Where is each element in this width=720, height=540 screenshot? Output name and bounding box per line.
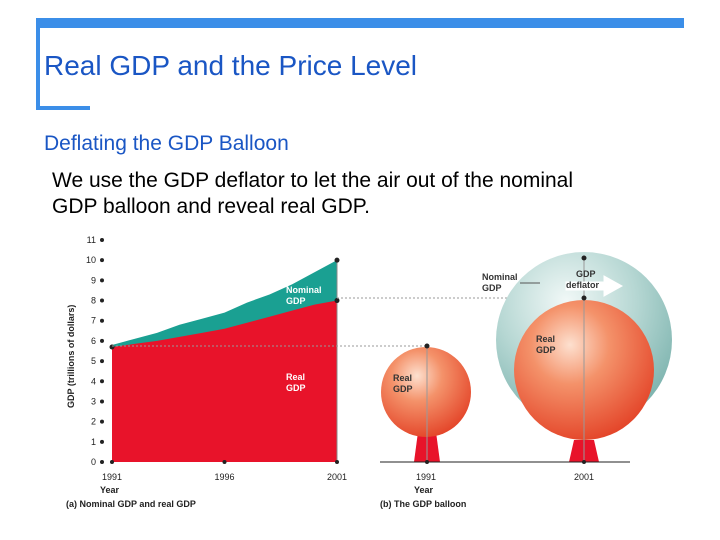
y-tick-dot-2 (100, 419, 104, 424)
x-tick-dot-a-2001 (335, 460, 339, 464)
slide-title: Real GDP and the Price Level (44, 50, 418, 81)
y-tick-label-11: 11 (87, 235, 96, 245)
balloon-1991 (381, 347, 471, 437)
balloon-2001-real-label-line2: GDP (536, 345, 556, 355)
deflator-label-line1: GDP (576, 269, 596, 279)
y-tick-label-7: 7 (91, 316, 96, 326)
frame-bottom-bar (36, 106, 90, 110)
y-tick-dot-9 (100, 278, 104, 283)
y-tick-label-0: 0 (91, 457, 96, 467)
balloon-nominal-label-line1: Nominal (482, 272, 518, 282)
body-line-1: We use the GDP deflator to let the air o… (52, 169, 574, 192)
x-tick-label-a-1996: 1996 (214, 472, 234, 482)
y-tick-label-10: 10 (86, 255, 96, 265)
y-tick-dot-7 (100, 318, 104, 323)
y-tick-label-6: 6 (91, 336, 96, 346)
balloon-1991-label-line2: GDP (393, 384, 413, 394)
x-axis-title-b: Year (414, 485, 434, 495)
y-tick-label-9: 9 (91, 275, 96, 285)
y-tick-dot-11 (100, 238, 104, 242)
slide-body-text: We use the GDP deflator to let the air o… (52, 168, 692, 220)
nominal-gdp-label-line2: GDP (286, 296, 306, 306)
balloon-nominal-label-line2: GDP (482, 283, 502, 293)
y-tick-label-4: 4 (91, 376, 96, 386)
x-tick-label-a-2001: 2001 (327, 472, 347, 482)
real-gdp-label-line2: GDP (286, 383, 306, 393)
gdp-deflator-arrow (565, 275, 624, 297)
y-tick-dot-1 (100, 439, 104, 444)
balloon-1991-label-line1: Real (393, 373, 412, 383)
nominal-gdp-label-line1: Nominal (286, 285, 322, 295)
point-nominal-2001 (334, 257, 340, 263)
real-gdp-label-line1: Real (286, 372, 305, 382)
balloon-2001-top-dot (581, 255, 587, 261)
slide-subtitle: Deflating the GDP Balloon (44, 132, 289, 155)
x-tick-dot-a-1991 (110, 460, 114, 464)
y-tick-dot-6 (100, 338, 104, 343)
balloon-2001-real-label-line1: Real (536, 334, 555, 344)
y-tick-label-2: 2 (91, 417, 96, 427)
y-tick-label-3: 3 (91, 396, 96, 406)
y-tick-label-8: 8 (91, 296, 96, 306)
x-axis-title-a: Year (100, 485, 120, 495)
y-tick-dot-8 (100, 298, 104, 303)
caption-a: (a) Nominal GDP and real GDP (66, 499, 196, 509)
panel-b-balloons: Real GDP GDP deflator Nominal GDP Real G… (112, 252, 672, 509)
y-tick-dot-4 (100, 379, 104, 384)
x-tick-label-b-2001: 2001 (574, 472, 594, 482)
y-tick-dot-5 (100, 359, 104, 364)
point-real-2001 (334, 298, 340, 304)
x-tick-dot-b-2001 (582, 460, 586, 464)
panel-a-chart: 0 1 2 3 4 5 6 7 8 9 10 11 1991 1996 2001 Nominal GDP … (66, 235, 347, 509)
real-gdp-area (112, 300, 337, 462)
body-line-2: GDP balloon and reveal real GDP. (52, 195, 370, 218)
x-tick-dot-b-1991 (425, 460, 429, 464)
balloon-2001-real-top-dot (581, 295, 587, 301)
caption-b: (b) The GDP balloon (380, 499, 466, 509)
x-tick-label-b-1991: 1991 (416, 472, 436, 482)
x-tick-dot-a-1996 (222, 460, 227, 464)
x-tick-label-a-1991: 1991 (102, 472, 122, 482)
y-tick-dot-10 (100, 258, 104, 263)
frame-left-bar (36, 18, 40, 110)
y-axis-title: GDP (trillions of dollars) (66, 305, 76, 408)
y-tick-label-5: 5 (91, 356, 96, 366)
y-tick-dot-0 (100, 460, 104, 464)
y-tick-dot-3 (100, 399, 104, 404)
balloon-1991-top-dot (424, 343, 430, 349)
y-tick-label-1: 1 (91, 437, 96, 447)
deflator-label-line2: deflator (566, 280, 600, 290)
point-real-1991 (109, 344, 115, 350)
frame-top-bar (36, 18, 684, 28)
